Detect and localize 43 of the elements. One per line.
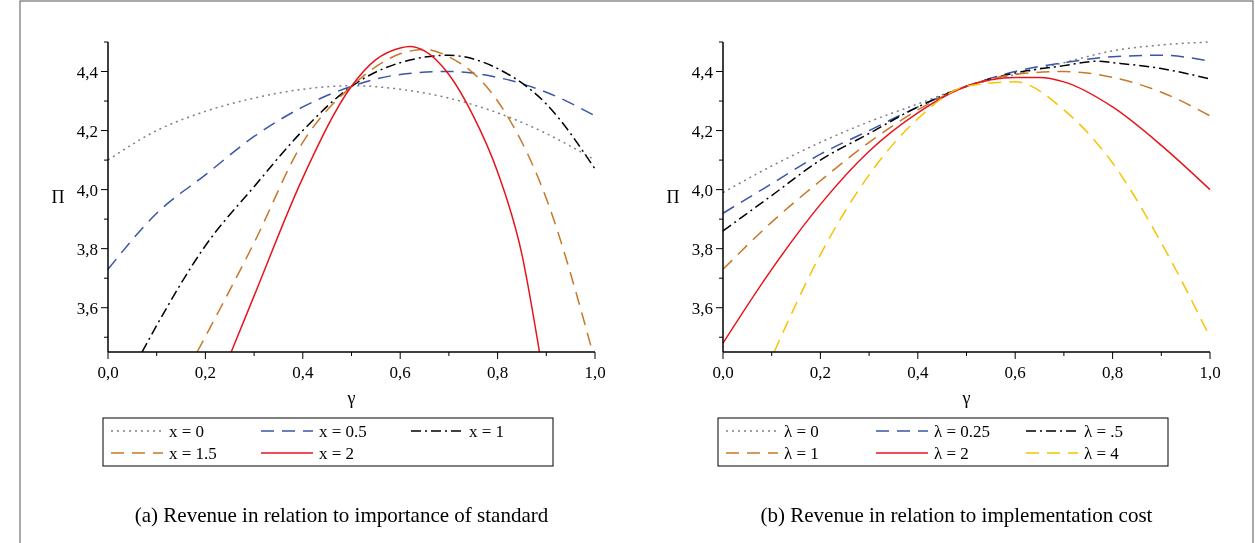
legend-label: λ = .5	[1084, 422, 1124, 441]
legend-label: λ = 1	[784, 444, 819, 463]
x-tick-label: 0,8	[486, 363, 509, 382]
y-tick-label: 4,0	[76, 180, 98, 200]
y-tick-label: 4,4	[76, 62, 99, 82]
y-tick-label: 3,6	[691, 298, 713, 318]
x-tick-label: 0,4	[292, 363, 314, 382]
y-tick-label: 4,4	[691, 62, 714, 82]
legend-label: x = 1.5	[169, 444, 217, 463]
x-tick-label: 0,6	[1004, 363, 1026, 382]
y-tick-label: 3,6	[76, 298, 98, 318]
legend-label: x = 0	[169, 422, 205, 441]
legend-label: λ = 0	[784, 422, 819, 441]
text: (b) Revenue in relation to implementation cost	[760, 503, 1153, 527]
legend-label: λ = 0.25	[934, 422, 991, 441]
x-tick-label: 0,2	[809, 363, 832, 382]
x-tick-label: 0,2	[194, 363, 217, 382]
line-series	[107, 70, 596, 271]
y-tick-label: 4,0	[691, 180, 713, 200]
line-series	[722, 70, 1211, 271]
y-tick-label: 4,2	[691, 121, 713, 141]
y-tick-label: 4,2	[76, 121, 98, 141]
x-axis-title: γ	[961, 388, 971, 408]
x-tick-label: 1,0	[1199, 363, 1221, 382]
legend-label: x = 0.5	[319, 422, 367, 441]
line-series	[722, 41, 1211, 194]
text: (a) Revenue in relation to importance of standard	[134, 503, 549, 527]
x-tick-label: 0,6	[389, 363, 411, 382]
y-axis-title: Π	[51, 187, 65, 207]
line-series	[230, 45, 541, 353]
legend-label: x = 2	[319, 444, 355, 463]
legend-label: x = 1	[469, 422, 505, 441]
x-tick-label: 0,0	[97, 363, 119, 382]
x-axis-title: γ	[346, 388, 356, 408]
x-tick-label: 1,0	[584, 363, 606, 382]
legend-label: λ = 4	[1084, 444, 1120, 463]
x-tick-label: 0,4	[907, 363, 929, 382]
y-tick-label: 3,8	[691, 239, 713, 259]
y-axis-title: Π	[666, 187, 680, 207]
legend-label: λ = 2	[934, 444, 969, 463]
y-tick-label: 3,8	[76, 239, 98, 259]
x-tick-label: 0,0	[712, 363, 734, 382]
x-tick-label: 0,8	[1101, 363, 1124, 382]
